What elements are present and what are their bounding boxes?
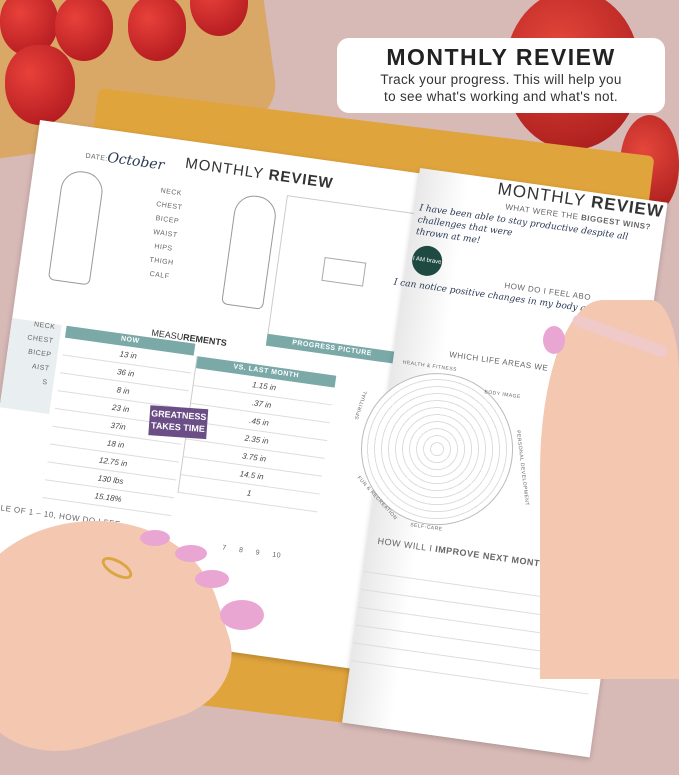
greatness-sticker: GREATNESS TAKES TIME [148,405,209,440]
strawberry [5,45,75,125]
fingernail [195,570,229,588]
fingernail [543,326,565,354]
monthly-review-callout: MONTHLY REVIEW Track your progress. This… [337,38,665,113]
fingernail [220,600,264,630]
body-outline-side [221,193,279,310]
date-label: DATE: [84,152,109,163]
i-am-brave-sticker: I AM brave [410,243,445,278]
right-hand [540,300,679,679]
callout-title: MONTHLY REVIEW [386,44,616,70]
wheel-label: HEALTH & FITNESS [402,359,458,374]
strawberry [128,0,186,61]
body-labels: NECK CHEST BICEP WAIST HIPS THIGH CALF [148,187,183,281]
row-label-column: NECK CHEST BICEP AIST S [0,318,62,415]
body-outline-front [47,168,106,286]
callout-subtitle: to see what's working and what's not. [384,89,618,104]
progress-picture-box [267,195,418,355]
callout-subtitle: Track your progress. This will help you [380,72,622,87]
left-page-title: MONTHLY REVIEW [184,154,335,193]
fingernail [140,530,170,546]
fingernail [175,545,207,562]
life-areas-question: WHICH LIFE AREAS WE [448,349,549,373]
camera-icon [321,256,367,287]
strawberry [55,0,113,61]
scale-numbers: 7 8 9 10 [221,544,282,560]
wheel-label: PERSONAL DEVELOPMENT [514,429,530,507]
date-value: October [106,149,166,174]
